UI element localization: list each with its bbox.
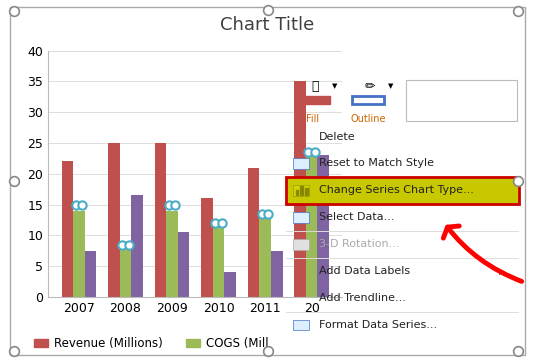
Bar	[131, 195, 143, 297]
Text: Chart Title: Chart Title	[220, 16, 315, 34]
Bar	[295, 190, 299, 195]
Bar	[293, 212, 309, 223]
Text: ▼: ▼	[387, 84, 393, 89]
Bar	[108, 143, 120, 297]
Text: Add Trendline...: Add Trendline...	[319, 293, 406, 303]
Text: Reset to Match Style: Reset to Match Style	[319, 159, 434, 168]
Bar	[271, 251, 282, 297]
Bar	[293, 320, 309, 331]
Bar	[248, 168, 259, 297]
Text: Format Data Series...: Format Data Series...	[319, 320, 437, 330]
Text: ▼: ▼	[332, 84, 338, 89]
Text: 3-D Rotation...: 3-D Rotation...	[319, 239, 399, 249]
Bar	[317, 155, 329, 297]
Bar	[293, 185, 309, 196]
Text: ▶: ▶	[499, 267, 506, 275]
Bar	[305, 188, 308, 195]
Bar	[286, 177, 519, 204]
Bar	[73, 211, 85, 297]
Text: 🪣: 🪣	[311, 80, 318, 93]
Bar	[166, 211, 178, 297]
Text: Delete: Delete	[319, 131, 355, 142]
Text: Select Data...: Select Data...	[319, 212, 394, 222]
Bar	[62, 161, 73, 297]
Legend: Revenue (Millions), COGS (Mill: Revenue (Millions), COGS (Mill	[29, 332, 273, 355]
Text: Add Data Labels: Add Data Labels	[319, 266, 410, 276]
Text: Series "COGS (I ▼: Series "COGS (I ▼	[414, 96, 506, 105]
Bar	[224, 272, 236, 297]
Bar	[306, 155, 317, 297]
Bar	[178, 232, 189, 297]
Bar	[213, 223, 224, 297]
Bar	[353, 96, 384, 104]
Text: Fill: Fill	[306, 114, 319, 125]
Bar	[201, 198, 213, 297]
Text: Change Series Chart Type...: Change Series Chart Type...	[319, 185, 473, 195]
Text: Outline: Outline	[350, 114, 386, 125]
Bar	[300, 186, 303, 195]
Bar	[294, 81, 306, 297]
Text: ✏: ✏	[365, 80, 376, 93]
Bar	[259, 217, 271, 297]
Bar	[293, 239, 309, 250]
Bar	[85, 251, 96, 297]
Bar	[406, 80, 517, 121]
Bar	[120, 248, 131, 297]
Bar	[155, 143, 166, 297]
Bar	[299, 96, 330, 104]
Bar	[293, 158, 309, 169]
